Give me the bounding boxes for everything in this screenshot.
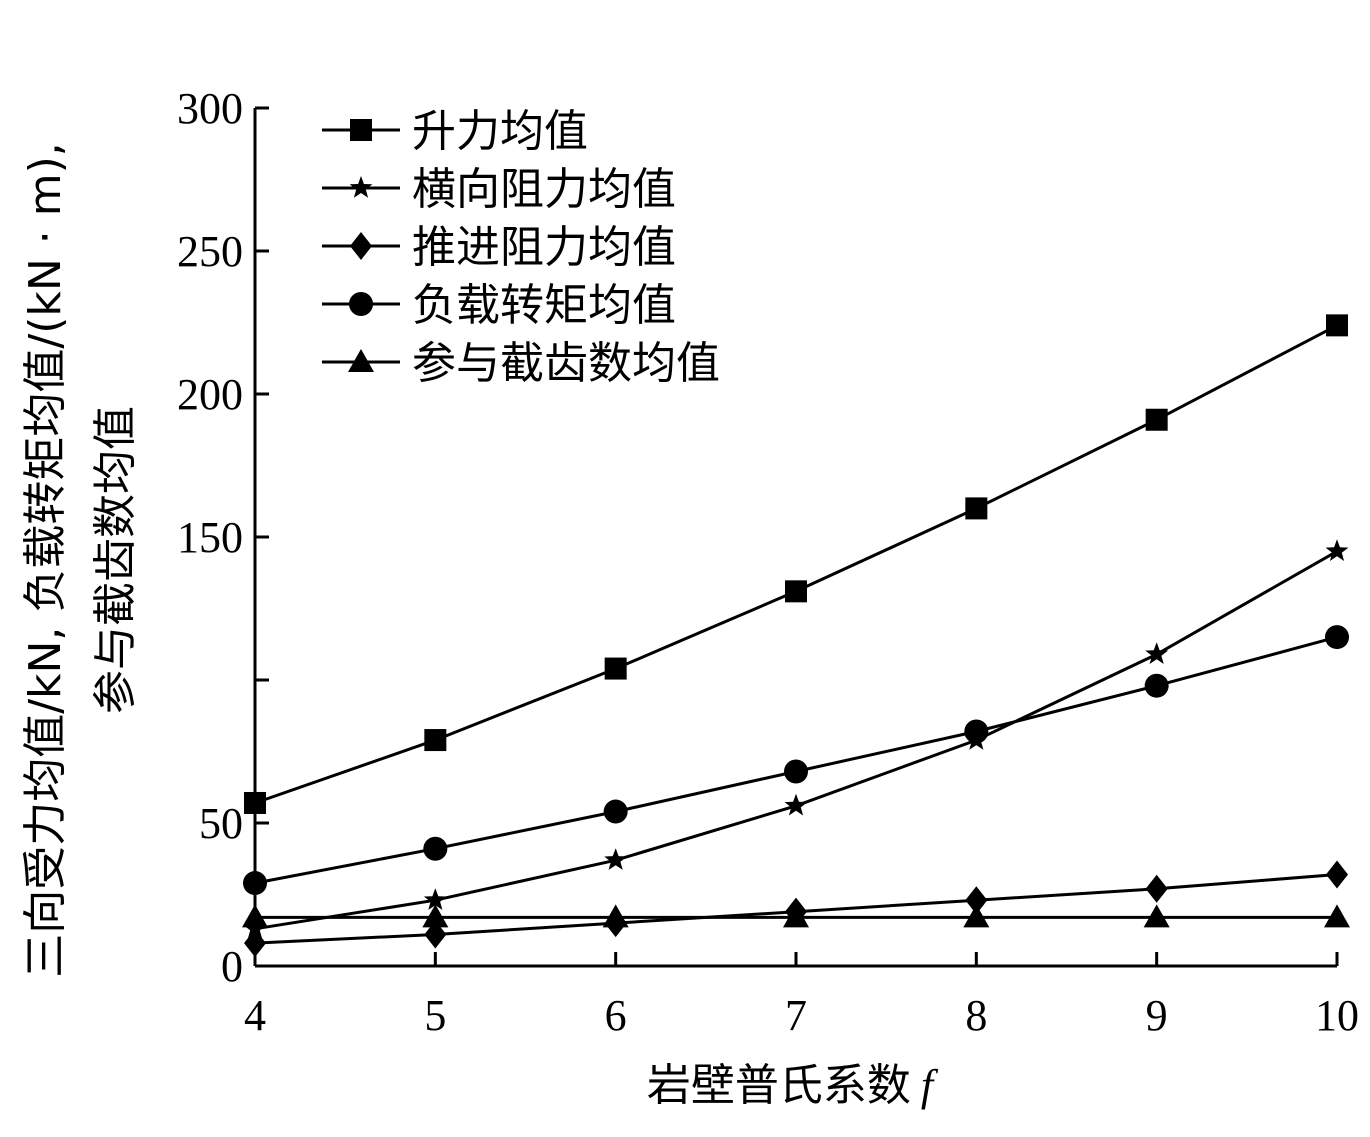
series-4 bbox=[242, 904, 1350, 928]
data-point bbox=[784, 759, 808, 784]
data-point bbox=[1325, 625, 1349, 650]
legend-entry: 参与截齿数均值 bbox=[322, 338, 720, 389]
data-point bbox=[424, 729, 447, 752]
data-point bbox=[1326, 314, 1348, 337]
data-point bbox=[1144, 673, 1169, 698]
x-axis-title: 岩壁普氏系数 f bbox=[647, 1060, 939, 1111]
legend-entry: 负载转矩均值 bbox=[322, 280, 676, 331]
data-point bbox=[1145, 408, 1168, 431]
legend-label: 升力均值 bbox=[412, 106, 588, 157]
data-point bbox=[1145, 874, 1168, 903]
x-tick-label: 8 bbox=[965, 991, 987, 1040]
data-point bbox=[423, 836, 448, 861]
series-group bbox=[242, 314, 1350, 958]
data-point bbox=[243, 871, 267, 896]
legend-label: 负载转矩均值 bbox=[412, 280, 676, 331]
legend-marker bbox=[350, 119, 372, 141]
x-axis-variable: f bbox=[921, 1061, 939, 1110]
legend-label: 横向阻力均值 bbox=[412, 164, 676, 215]
series-line bbox=[254, 324, 1338, 805]
legend-entry: 升力均值 bbox=[322, 106, 588, 157]
legend-entry: 推进阻力均值 bbox=[322, 222, 676, 273]
series-line bbox=[254, 549, 1338, 931]
data-point bbox=[1143, 904, 1170, 928]
series-3 bbox=[243, 625, 1349, 896]
legend-marker bbox=[349, 176, 373, 198]
x-tick-label: 6 bbox=[605, 991, 627, 1040]
data-point bbox=[244, 929, 266, 958]
ticks: 4 5 6 7 8 9 10 0 50 150 200 250 300 bbox=[177, 84, 1359, 1040]
data-point bbox=[1325, 539, 1349, 561]
x-tick-label: 9 bbox=[1146, 991, 1168, 1040]
data-point bbox=[1145, 642, 1169, 664]
legend-marker bbox=[350, 232, 372, 260]
data-point bbox=[965, 886, 988, 915]
data-point bbox=[422, 904, 449, 928]
legend-marker bbox=[349, 292, 373, 316]
y-axis-title-line-1: 三向受力均值/kN, 负载转矩均值/(kN · m), bbox=[20, 142, 71, 978]
data-point bbox=[604, 848, 628, 870]
series-0 bbox=[244, 314, 1348, 814]
data-point bbox=[242, 904, 268, 928]
x-tick-label: 4 bbox=[244, 991, 266, 1040]
data-point bbox=[785, 580, 807, 603]
data-point bbox=[603, 799, 628, 824]
data-point bbox=[244, 791, 266, 814]
data-point bbox=[423, 888, 447, 910]
data-point bbox=[243, 916, 267, 939]
y-tick-label: 50 bbox=[199, 799, 243, 848]
y-axis-title: 三向受力均值/kN, 负载转矩均值/(kN · m), 参与截齿数均值 bbox=[20, 142, 141, 978]
data-point bbox=[1326, 860, 1348, 889]
data-point bbox=[602, 904, 629, 928]
x-tick-label: 10 bbox=[1315, 991, 1359, 1040]
x-tick-label: 7 bbox=[785, 991, 807, 1040]
y-tick-label: 250 bbox=[177, 227, 243, 276]
y-tick-label: 0 bbox=[221, 942, 243, 991]
data-point bbox=[965, 497, 988, 520]
y-tick-label: 200 bbox=[177, 370, 243, 419]
y-tick-label: 300 bbox=[177, 84, 243, 133]
data-point bbox=[964, 719, 989, 744]
legend-entry: 横向阻力均值 bbox=[322, 164, 676, 215]
data-point bbox=[783, 904, 809, 928]
x-axis-title-text: 岩壁普氏系数 bbox=[647, 1060, 911, 1111]
data-point bbox=[424, 920, 447, 949]
y-tick-label: 150 bbox=[177, 513, 243, 562]
data-point bbox=[1324, 904, 1350, 928]
legend-label: 参与截齿数均值 bbox=[412, 338, 720, 389]
data-point bbox=[604, 657, 627, 680]
x-tick-label: 5 bbox=[424, 991, 446, 1040]
y-axis-title-line-2: 参与截齿数均值 bbox=[90, 406, 141, 714]
data-point bbox=[784, 793, 808, 816]
legend-label: 推进阻力均值 bbox=[412, 222, 676, 273]
legend-marker bbox=[348, 349, 374, 372]
data-point bbox=[963, 904, 990, 928]
